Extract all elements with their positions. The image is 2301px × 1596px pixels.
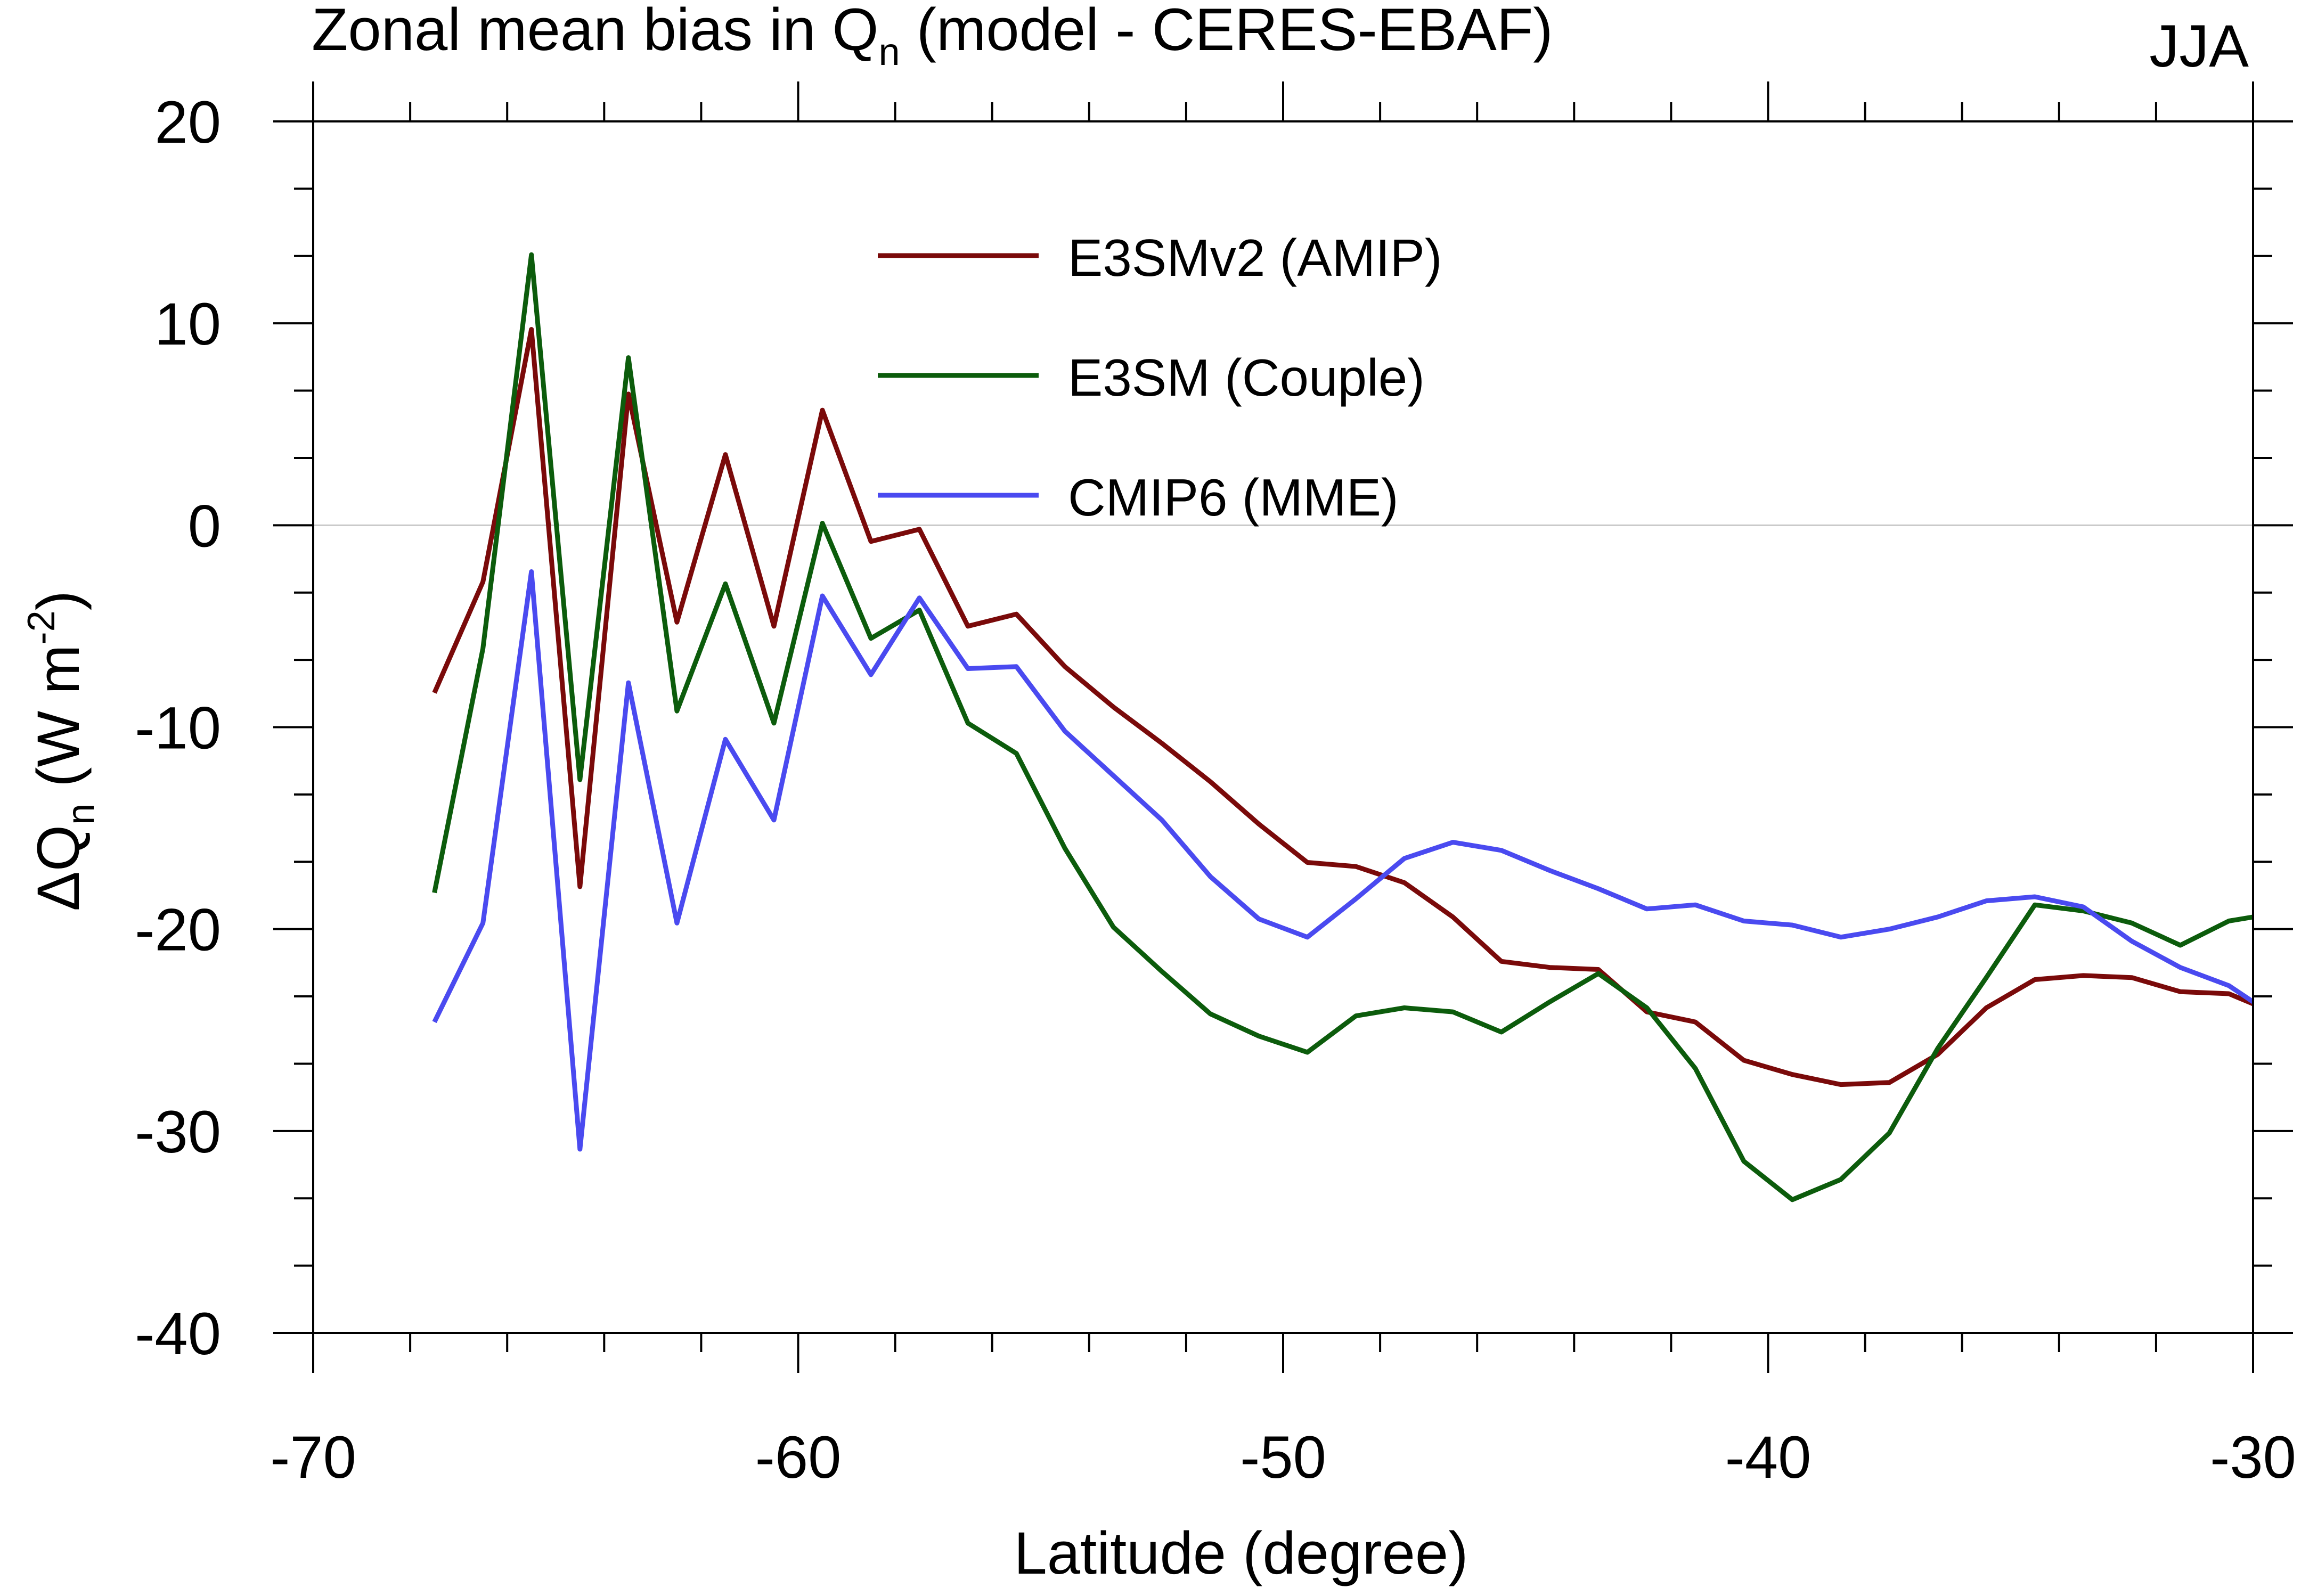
x-tick-label: -60 bbox=[755, 1424, 842, 1491]
series-line-1 bbox=[432, 327, 2254, 1087]
legend-label-1: E3SMv2 (AMIP) bbox=[1068, 228, 1442, 287]
series-layer bbox=[432, 252, 2255, 1202]
legend-label-2: E3SM (Couple) bbox=[1068, 348, 1425, 407]
legend: E3SMv2 (AMIP) E3SM (Couple) CMIP6 (MME) bbox=[878, 228, 1442, 527]
axes-layer: -70 -60 -50 -40 -30 -40 -30 -20 -10 0 10 20 bbox=[135, 81, 2296, 1491]
x-tick-label: -30 bbox=[2210, 1424, 2296, 1491]
x-axis-label: Latitude (degree) bbox=[1014, 1520, 1468, 1586]
y-axis-label: ΔQn (W m-2) bbox=[20, 591, 102, 911]
series-line-2 bbox=[432, 252, 2254, 1202]
y-tick-label: 0 bbox=[188, 493, 221, 559]
y-tick-label: -40 bbox=[135, 1300, 221, 1367]
chart-title: Zonal mean bias in Qn (model - CERES-EBA… bbox=[312, 0, 1553, 73]
series-line-3 bbox=[432, 569, 2255, 1152]
x-tick-label: -40 bbox=[1725, 1424, 1812, 1491]
season-label: JJA bbox=[2149, 13, 2249, 79]
y-tick-label: 10 bbox=[154, 291, 221, 357]
y-tick-label: -20 bbox=[135, 897, 221, 963]
x-tick-label: -50 bbox=[1240, 1424, 1326, 1491]
y-tick-label: -30 bbox=[135, 1099, 221, 1165]
legend-label-3: CMIP6 (MME) bbox=[1068, 468, 1399, 527]
y-tick-label: -10 bbox=[135, 695, 221, 762]
x-tick-label: -70 bbox=[270, 1424, 356, 1491]
y-tick-label: 20 bbox=[154, 89, 221, 155]
